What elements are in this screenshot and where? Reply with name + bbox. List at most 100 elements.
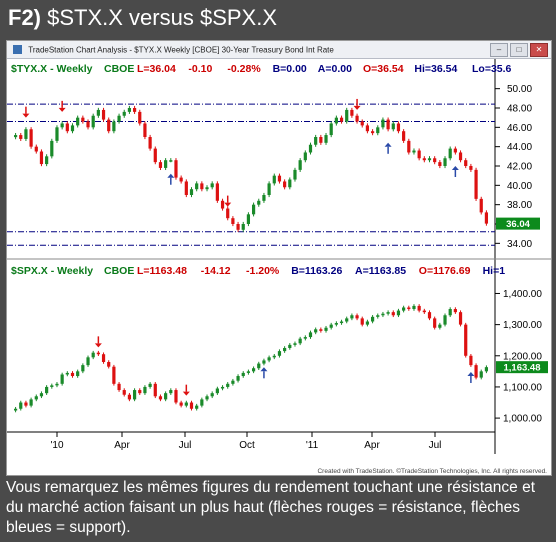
spx-candle xyxy=(29,399,33,406)
tyx-candle xyxy=(29,129,33,147)
date-axis-label: Jul xyxy=(179,440,192,451)
upper-axis-label: 44.00 xyxy=(507,142,532,153)
figure-title: F2) $STX.X versus $SPX.X xyxy=(8,5,277,31)
spx-candle xyxy=(132,390,137,400)
svg-text:1,163.48: 1,163.48 xyxy=(504,363,541,374)
tyx-candle xyxy=(153,148,157,163)
tyx-candle xyxy=(474,169,478,199)
spx-candle xyxy=(277,351,282,356)
spx-candle xyxy=(86,357,90,366)
spx-candle xyxy=(60,374,64,384)
tyx-candle xyxy=(396,123,401,132)
tyx-candle xyxy=(60,123,64,128)
tyx-candle xyxy=(101,109,106,120)
figure-label: F2) xyxy=(8,5,41,30)
tyx-candle xyxy=(132,108,137,112)
tyx-candle xyxy=(81,117,85,122)
tyx-candle xyxy=(251,204,256,215)
upper-field-6: Hi=36.54 xyxy=(414,63,457,75)
spx-candle xyxy=(386,312,390,314)
close-icon[interactable]: ✕ xyxy=(530,43,548,57)
support-arrow-icon xyxy=(467,371,475,376)
tyx-candle xyxy=(91,115,95,128)
spx-candle xyxy=(257,363,261,369)
resistance-arrow-icon xyxy=(353,105,361,110)
spx-candle xyxy=(189,402,194,409)
upper-axis-label: 48.00 xyxy=(507,104,532,115)
tyx-candle xyxy=(407,140,411,153)
spx-candle xyxy=(122,390,126,395)
date-axis-label: Jul xyxy=(429,440,442,451)
maximize-icon[interactable]: □ xyxy=(510,43,528,57)
window-titlebar[interactable]: TradeStation Chart Analysis - $TYX.X Wee… xyxy=(7,41,551,59)
tyx-candle xyxy=(469,166,473,170)
stock-chart[interactable]: $TYX.X - Weekly CBOE L=36.04 -0.10 -0.28% B… xyxy=(7,59,551,461)
tyx-candle xyxy=(433,158,437,163)
tyx-candle xyxy=(70,125,75,132)
tyx-candle xyxy=(272,175,276,184)
tyx-candle xyxy=(293,169,297,180)
spx-candle xyxy=(226,383,230,387)
tyx-candle xyxy=(303,152,307,161)
spx-candle xyxy=(262,360,266,364)
tyx-candle xyxy=(117,115,121,122)
tyx-candle xyxy=(391,123,395,130)
tyx-candle xyxy=(86,121,90,128)
window-title: TradeStation Chart Analysis - $TYX.X Wee… xyxy=(28,45,334,55)
spx-candle xyxy=(422,310,426,313)
spx-candle xyxy=(81,365,85,372)
tyx-candle xyxy=(236,224,240,230)
lower-field-4: A=1163.85 xyxy=(355,265,406,277)
tyx-candle xyxy=(138,111,142,124)
spx-candle xyxy=(55,383,59,386)
date-axis: '10 Apr Jul Oct '11 Apr Jul xyxy=(50,432,441,451)
spx-candle xyxy=(464,324,468,356)
spx-candle xyxy=(50,385,54,387)
spx-candle xyxy=(96,352,100,355)
chart-window: TradeStation Chart Analysis - $TYX.X Wee… xyxy=(6,40,552,476)
spx-candle xyxy=(169,390,173,394)
spx-candle xyxy=(438,324,442,328)
spx-candle xyxy=(231,380,235,384)
upper-field-2: -0.28% xyxy=(227,63,261,75)
spx-candle xyxy=(127,394,132,400)
spx-candle xyxy=(39,393,44,397)
spx-candle xyxy=(184,402,188,406)
upper-field-3: B=0.00 xyxy=(273,63,307,75)
spx-candle xyxy=(45,386,49,394)
spx-candle xyxy=(210,393,214,397)
spx-candle xyxy=(267,357,271,361)
upper-axis-label: 50.00 xyxy=(507,84,532,95)
tyx-candle xyxy=(220,200,225,209)
spx-candle xyxy=(319,329,323,331)
tyx-candle xyxy=(422,158,426,161)
spx-candle xyxy=(412,305,416,310)
tyx-candle xyxy=(189,189,194,195)
spx-candle xyxy=(376,315,380,317)
tyx-candle xyxy=(283,181,287,188)
tyx-candle xyxy=(438,162,442,166)
tyx-candle xyxy=(412,150,416,153)
spx-candle xyxy=(101,354,106,363)
minimize-icon[interactable]: – xyxy=(490,43,508,57)
spx-candle xyxy=(469,355,473,366)
spx-candle xyxy=(484,367,489,372)
tyx-candle xyxy=(174,160,178,178)
spx-candle xyxy=(24,402,28,406)
spx-candle xyxy=(158,396,163,400)
spx-candle xyxy=(391,312,395,316)
resistance-arrow-icon xyxy=(58,107,66,112)
support-arrow-icon xyxy=(260,367,268,372)
spx-candle xyxy=(324,327,328,331)
tyx-candle xyxy=(122,111,126,116)
lower-field-2: -1.20% xyxy=(246,265,280,277)
spx-candle xyxy=(396,310,401,316)
tyx-candle xyxy=(402,131,406,141)
lower-field-0: L=1163.48 xyxy=(137,265,187,277)
tyx-candle xyxy=(267,183,271,195)
spx-candle xyxy=(236,376,240,381)
spx-candle xyxy=(241,372,245,377)
tyx-candle xyxy=(314,137,318,145)
spx-candle xyxy=(360,318,364,325)
lower-price-axis: 1,400.00 1,300.00 1,200.00 1,100.00 1,000.00 xyxy=(495,289,542,425)
